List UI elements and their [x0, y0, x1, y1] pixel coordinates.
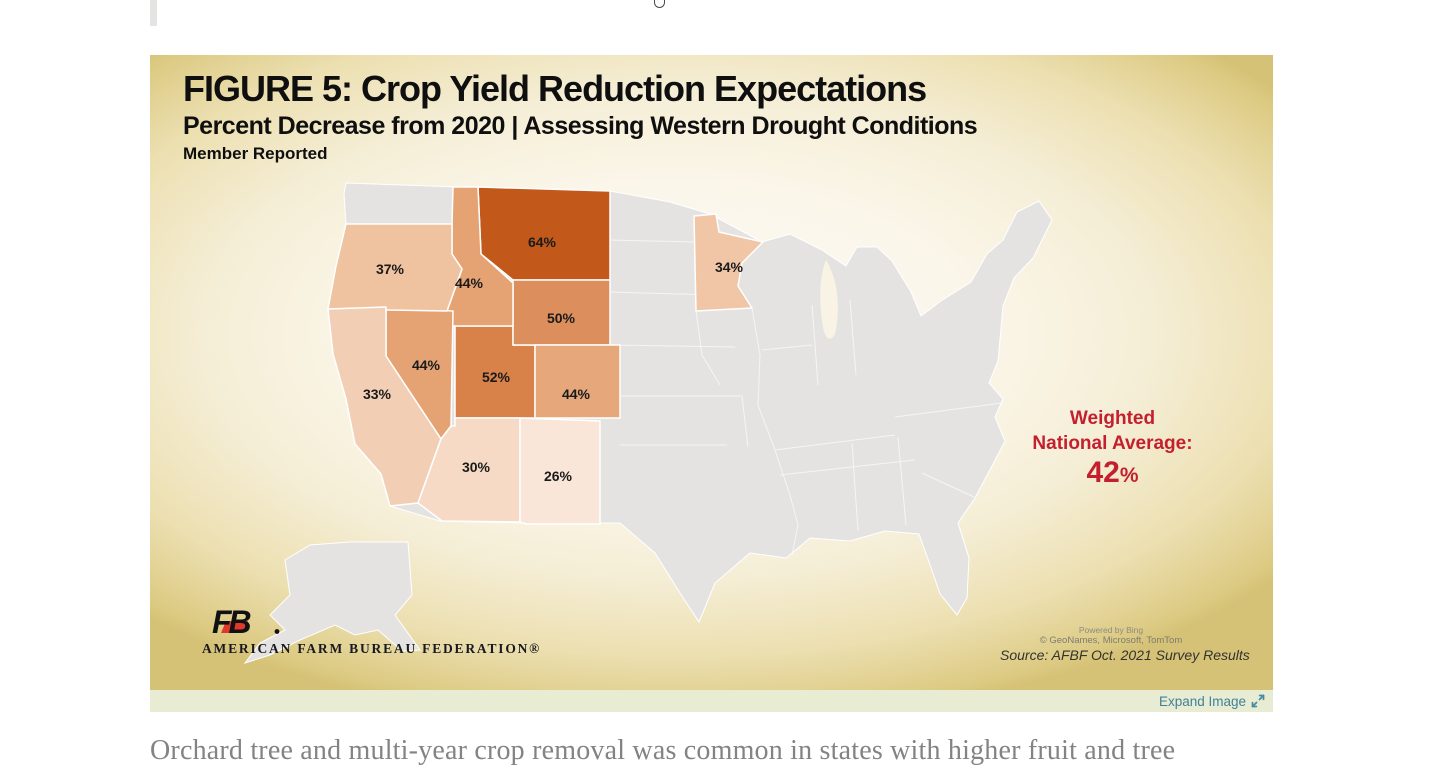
figure-expand-strip: Expand Image [150, 690, 1273, 712]
label-montana: 64% [528, 234, 557, 250]
lake-michigan [820, 260, 838, 339]
label-nevada: 44% [412, 357, 441, 373]
expand-icon [1251, 694, 1265, 708]
article-paragraph: Orchard tree and multi-year crop removal… [150, 735, 1176, 766]
expand-image-link[interactable]: Expand Image [1159, 694, 1265, 709]
afbf-logo-wordmark: AMERICAN FARM BUREAU FEDERATION® [202, 641, 542, 656]
state-colorado [534, 344, 621, 419]
afbf-logo-red-shape [221, 621, 248, 633]
figure-5-image: FIGURE 5: Crop Yield Reduction Expectati… [150, 55, 1273, 690]
figure-5-container: FIGURE 5: Crop Yield Reduction Expectati… [150, 55, 1273, 712]
colored-states [327, 186, 764, 525]
state-new-mexico [519, 417, 601, 525]
label-arizona: 30% [462, 459, 491, 475]
afbf-logo-period [274, 629, 280, 634]
state-silhouette-alaska [243, 541, 421, 664]
clipped-scroll-fragment [150, 0, 157, 26]
us-choropleth-map: 64% 52% 50% 44% 44% 44% 37% 34% 33% 30% … [243, 182, 1053, 664]
afbf-logo-mark: FB [212, 606, 280, 638]
afbf-logo-monogram: FB [212, 606, 251, 638]
weighted-value-unit: % [1119, 464, 1139, 487]
afbf-logo: FB AMERICAN FARM BUREAU FEDERATION® [202, 606, 541, 657]
weighted-line1: Weighted [1069, 408, 1156, 429]
label-minnesota: 34% [715, 259, 744, 275]
state-minnesota [693, 213, 764, 312]
state-california [327, 306, 442, 507]
figure-note: Member Reported [183, 144, 328, 163]
expand-image-label: Expand Image [1158, 693, 1246, 709]
weighted-value-number: 42 [1086, 456, 1120, 489]
label-new-mexico: 26% [544, 468, 573, 484]
powered-by-bing: Powered by Bing [1078, 625, 1144, 635]
label-california: 33% [363, 386, 392, 402]
weighted-line2: National Average: [1032, 433, 1193, 454]
label-oregon: 37% [376, 261, 405, 277]
figure-title-block: FIGURE 5: Crop Yield Reduction Expectati… [183, 68, 978, 164]
weighted-value: 42% [1005, 457, 1220, 492]
figure-title: FIGURE 5: Crop Yield Reduction Expectati… [183, 68, 927, 109]
state-borders [609, 239, 1003, 556]
state-value-labels: 64% 52% 50% 44% 44% 44% 37% 34% 33% 30% … [363, 234, 744, 484]
source-text: Source: AFBF Oct. 2021 Survey Results [1000, 647, 1250, 663]
geo-credits: © GeoNames, Microsoft, TomTom [1039, 635, 1183, 646]
map-attribution-block: Powered by Bing © GeoNames, Microsoft, T… [1000, 625, 1250, 663]
label-idaho: 44% [455, 275, 484, 291]
label-utah: 52% [482, 369, 511, 385]
state-oregon [327, 223, 463, 312]
figure-subtitle: Percent Decrease from 2020 | Assessing W… [183, 112, 978, 140]
label-wyoming: 50% [547, 310, 576, 326]
label-colorado: 44% [562, 386, 591, 402]
weighted-national-average: Weighted National Average: 42% [1005, 406, 1220, 492]
clipped-text-fragment [654, 0, 665, 8]
